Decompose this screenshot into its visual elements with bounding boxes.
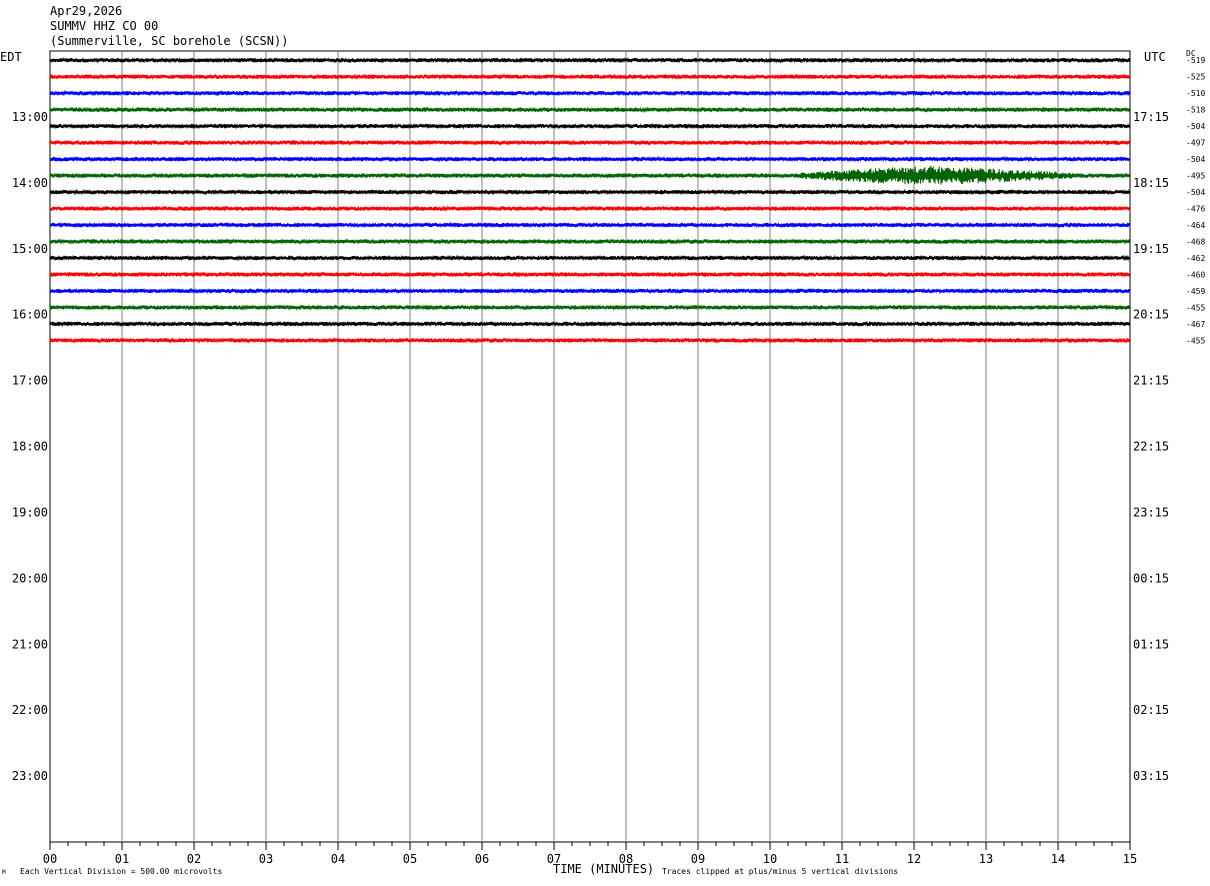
dc-value: -464 — [1186, 221, 1205, 230]
right-hour-label: 03:15 — [1133, 769, 1169, 783]
trace-row-15 — [49, 303, 1130, 311]
right-hour-label: 17:15 — [1133, 110, 1169, 124]
left-hour-label: 21:00 — [12, 637, 48, 651]
trace-row-11 — [49, 238, 1130, 246]
left-hour-label: 19:00 — [12, 505, 48, 519]
dc-value: -459 — [1186, 287, 1205, 296]
left-hour-label: 13:00 — [12, 110, 48, 124]
right-hour-label: 00:15 — [1133, 571, 1169, 585]
x-tick-label: 11 — [835, 852, 849, 866]
dc-value: -462 — [1186, 254, 1205, 263]
trace-row-1 — [49, 73, 1130, 81]
left-hour-label: 18:00 — [12, 440, 48, 454]
dc-value: -460 — [1186, 270, 1205, 279]
left-hour-label: 23:00 — [12, 769, 48, 783]
left-hour-label: 15:00 — [12, 242, 48, 256]
header-location: (Summerville, SC borehole (SCSN)) — [50, 34, 289, 48]
x-tick-label: 02 — [187, 852, 201, 866]
x-tick-label: 14 — [1051, 852, 1065, 866]
x-tick-label: 12 — [907, 852, 921, 866]
x-tick-label: 00 — [43, 852, 57, 866]
clip-note: Traces clipped at plus/minus 5 vertical … — [662, 867, 899, 876]
dc-value: -455 — [1186, 303, 1205, 312]
dc-value: -504 — [1186, 188, 1205, 197]
x-tick-label: 01 — [115, 852, 129, 866]
trace-row-10 — [49, 221, 1130, 229]
left-hour-label: 14:00 — [12, 176, 48, 190]
right-hour-label: 01:15 — [1133, 637, 1169, 651]
x-axis-label: TIME (MINUTES) — [553, 862, 655, 876]
dc-value: -495 — [1186, 172, 1205, 181]
trace-row-12 — [49, 254, 1130, 262]
dc-value: -497 — [1186, 139, 1205, 148]
x-tick-label: 13 — [979, 852, 993, 866]
right-hour-label: 23:15 — [1133, 505, 1169, 519]
right-hour-label: 02:15 — [1133, 703, 1169, 717]
dc-value: -510 — [1186, 89, 1205, 98]
trace-row-8 — [49, 188, 1130, 196]
x-tick-label: 08 — [619, 852, 633, 866]
trace-row-16 — [49, 320, 1130, 328]
corner-mark: M — [2, 869, 6, 876]
x-tick-label: 03 — [259, 852, 273, 866]
right-hour-label: 20:15 — [1133, 308, 1169, 322]
vertical-division-note: Each Vertical Division = 500.00 microvol… — [20, 867, 223, 876]
dc-value: -518 — [1186, 106, 1205, 115]
trace-row-5 — [49, 139, 1130, 147]
trace-row-7 — [49, 165, 1130, 185]
right-axis-label: UTC — [1144, 50, 1166, 64]
dc-value: -504 — [1186, 122, 1205, 131]
dc-value: -504 — [1186, 155, 1205, 164]
trace-row-17 — [49, 336, 1130, 344]
header-date: Apr29,2026 — [50, 4, 123, 18]
trace-row-3 — [49, 106, 1130, 114]
trace-row-14 — [49, 287, 1130, 295]
left-hour-label: 16:00 — [12, 308, 48, 322]
x-tick-label: 10 — [763, 852, 777, 866]
right-hour-label: 22:15 — [1133, 440, 1169, 454]
dc-value: -468 — [1186, 238, 1205, 247]
trace-row-2 — [49, 89, 1130, 97]
x-tick-label: 05 — [403, 852, 417, 866]
left-hour-label: 20:00 — [12, 571, 48, 585]
right-hour-label: 18:15 — [1133, 176, 1169, 190]
x-tick-label: 07 — [547, 852, 561, 866]
dc-label: DC — [1186, 49, 1196, 58]
trace-row-0 — [49, 56, 1130, 64]
left-hour-label: 22:00 — [12, 703, 48, 717]
trace-row-13 — [49, 271, 1130, 278]
right-hour-label: 19:15 — [1133, 242, 1169, 256]
dc-value: -455 — [1186, 336, 1205, 345]
right-hour-label: 21:15 — [1133, 374, 1169, 388]
dc-value: -519 — [1186, 56, 1205, 65]
x-tick-label: 15 — [1123, 852, 1137, 866]
left-axis-label: EDT — [0, 50, 22, 64]
x-tick-label: 09 — [691, 852, 705, 866]
x-tick-label: 06 — [475, 852, 489, 866]
trace-row-4 — [49, 122, 1130, 130]
header-station: SUMMV HHZ CO 00 — [50, 19, 159, 33]
x-tick-label: 04 — [331, 852, 345, 866]
trace-row-9 — [49, 205, 1130, 212]
left-hour-label: 17:00 — [12, 374, 48, 388]
dc-value: -467 — [1186, 320, 1205, 329]
trace-row-6 — [49, 155, 1130, 163]
dc-value: -525 — [1186, 73, 1205, 82]
dc-value: -476 — [1186, 205, 1205, 214]
